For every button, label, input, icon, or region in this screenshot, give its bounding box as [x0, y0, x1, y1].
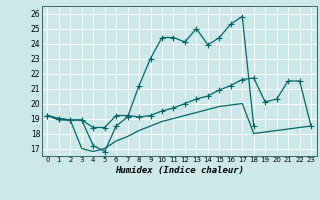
X-axis label: Humidex (Indice chaleur): Humidex (Indice chaleur): [115, 166, 244, 175]
